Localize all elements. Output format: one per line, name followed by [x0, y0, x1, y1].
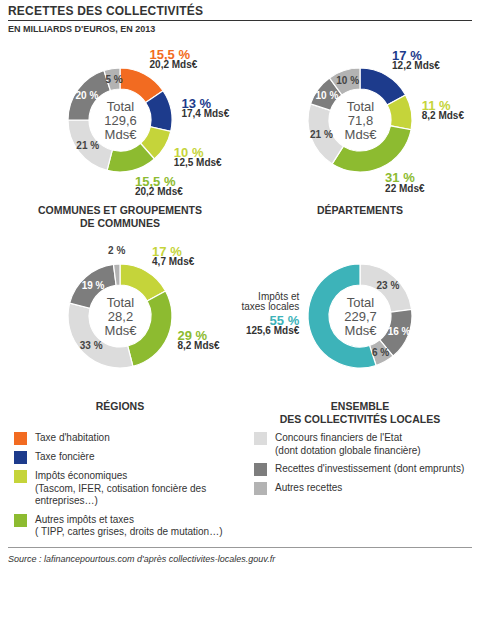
html-text:Taxe d'habitation: Taxe d'habitation [35, 432, 110, 443]
svg-text:Total229,7Mds€: Total229,7Mds€ [344, 295, 377, 337]
svg-text:19 %: 19 % [82, 280, 105, 291]
html-text:Recettes d'investissement (don: Recettes d'investissement (dont emprunts… [275, 463, 465, 474]
html-text:DÉPARTEMENTS: DÉPARTEMENTS [316, 204, 404, 216]
svg-text:Total129,6Mds€: Total129,6Mds€ [104, 99, 137, 141]
svg-text:10 %: 10 % [316, 90, 339, 101]
svg-text:8,2 Mds€: 8,2 Mds€ [422, 110, 465, 121]
html-text:Impôts économiques (Tascom, IF: Impôts économiques (Tascom, IFER, cotisa… [35, 470, 207, 506]
svg-text:17,4 Mds€: 17,4 Mds€ [181, 108, 229, 119]
svg-text:22 Mds€: 22 Mds€ [385, 183, 425, 194]
html-text:RÉGIONS: RÉGIONS [95, 400, 145, 412]
html-text:Taxe foncière: Taxe foncière [35, 451, 95, 462]
svg-text:Total71,8Mds€: Total71,8Mds€ [345, 99, 378, 141]
svg-text:17 %: 17 % [392, 48, 422, 64]
svg-text:17 %: 17 % [152, 244, 182, 260]
svg-text:Impôts ettaxes locales: Impôts ettaxes locales [241, 291, 299, 312]
svg-text:23 %: 23 % [377, 280, 400, 291]
svg-text:Total28,2Mds€: Total28,2Mds€ [105, 295, 138, 337]
html-text:Source : lafinancepourtous.com: Source : lafinancepourtous.com d'après c… [8, 553, 276, 564]
html-text:COMMUNES ET GROUPEMENTS DE COM: COMMUNES ET GROUPEMENTS DE COMMUNES [38, 204, 202, 229]
svg-text:20 %: 20 % [76, 90, 99, 101]
svg-text:15,5 %: 15,5 % [149, 46, 190, 62]
html-text:Autres recettes: Autres recettes [275, 482, 343, 493]
svg-text:4,7 Mds€: 4,7 Mds€ [152, 256, 195, 267]
svg-text:10 %: 10 % [336, 75, 359, 86]
html-text:Autres impôts et taxes ( TIPP,: Autres impôts et taxes ( TIPP, cartes gr… [35, 513, 223, 537]
svg-text:125,6 Mds€: 125,6 Mds€ [246, 325, 300, 336]
svg-text:12,5 Mds€: 12,5 Mds€ [174, 157, 222, 168]
svg-text:5 %: 5 % [105, 74, 122, 85]
svg-text:29 %: 29 % [177, 328, 207, 344]
svg-text:31 %: 31 % [385, 170, 415, 186]
svg-text:21 %: 21 % [76, 140, 99, 151]
html-text:Concours financiers de l'Etat: Concours financiers de l'Etat (dont dota… [275, 432, 421, 456]
svg-text:2 %: 2 % [108, 245, 125, 256]
svg-text:55 %: 55 % [269, 313, 300, 329]
svg-text:8,2 Mds€: 8,2 Mds€ [177, 340, 220, 351]
svg-text:20,2 Mds€: 20,2 Mds€ [135, 186, 183, 197]
svg-text:16 %: 16 % [388, 326, 411, 337]
svg-text:10 %: 10 % [173, 145, 204, 161]
svg-text:6 %: 6 % [372, 347, 389, 358]
svg-text:13 %: 13 % [181, 95, 211, 111]
html-text:ENSEMBLE DES COLLECTIVITÉS LOC: ENSEMBLE DES COLLECTIVITÉS LOCALES [279, 400, 441, 425]
html-text:RECETTES DES COLLECTIVITÉS: RECETTES DES COLLECTIVITÉS [8, 4, 204, 18]
svg-text:20,2 Mds€: 20,2 Mds€ [150, 59, 198, 70]
svg-text:12,2 Mds€: 12,2 Mds€ [392, 60, 440, 71]
svg-text:33 %: 33 % [80, 340, 103, 351]
svg-text:11 %: 11 % [421, 97, 451, 113]
svg-text:15,5 %: 15,5 % [135, 173, 176, 189]
html-text:EN MILLIARDS D'EUROS, EN 2013: EN MILLIARDS D'EUROS, EN 2013 [8, 24, 156, 34]
svg-text:21 %: 21 % [310, 129, 333, 140]
